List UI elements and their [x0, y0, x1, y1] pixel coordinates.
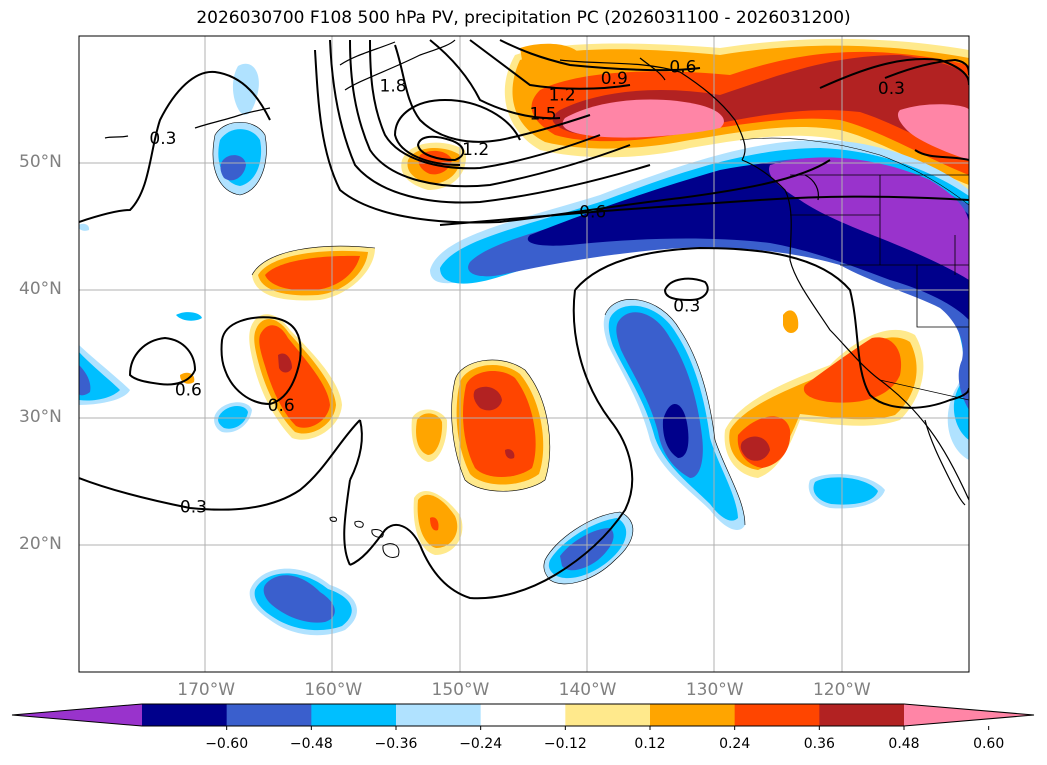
contour-label: 1.2: [462, 140, 489, 160]
colorbar-tick-label: 0.36: [803, 736, 835, 752]
contour-label: 0.3: [180, 498, 207, 518]
negative-anomaly-central-south: [603, 299, 745, 530]
coastlines: [104, 39, 969, 506]
contour-label: 0.3: [878, 79, 905, 99]
lon-tick-label: 160°W: [304, 680, 363, 700]
colorbar-tick-label: 0.60: [973, 736, 1005, 752]
pv-contours: [79, 39, 969, 600]
precipitation-pc-fill: 0.31.81.51.20.90.61.20.60.30.30.60.60.3: [79, 36, 969, 672]
lon-tick-label: 130°W: [685, 680, 744, 700]
colorbar-segment: [311, 704, 397, 726]
colorbar-extend-high: [904, 704, 1034, 726]
colorbar-segment: [819, 704, 905, 726]
contour-label: 0.6: [669, 58, 696, 78]
lon-tick-label: 120°W: [812, 680, 871, 700]
colorbar-tick-label: 0.24: [719, 736, 751, 752]
positive-anomaly-band-north: [504, 38, 969, 196]
positive-anomaly-147w-30n: [451, 359, 550, 492]
positive-anomaly-small-cells: [180, 310, 799, 555]
contour-label: 0.3: [149, 129, 176, 149]
lon-tick-label: 140°W: [558, 680, 617, 700]
colorbar-segment: [734, 704, 820, 726]
colorbar-tick-label: −0.36: [374, 736, 418, 752]
positive-anomaly-small-north: [401, 142, 466, 190]
colorbar-segment: [480, 704, 566, 726]
lon-tick-label: 150°W: [431, 680, 490, 700]
lat-tick-label: 40°N: [19, 279, 62, 300]
colorbar: [11, 703, 1035, 730]
graticule: [79, 36, 969, 672]
colorbar-tick-label: −0.24: [459, 736, 503, 752]
contour-label: 1.5: [530, 105, 557, 125]
colorbar-outline: [11, 703, 1035, 727]
colorbar-segment: [565, 704, 651, 726]
contour-label: 0.6: [268, 396, 295, 416]
hawaii-islands: [329, 516, 400, 559]
colorbar-segment: [650, 704, 736, 726]
borders: [790, 174, 969, 401]
colorbar-segment: [226, 704, 312, 726]
negative-anomaly-band: [430, 140, 969, 460]
colorbar-tick-label: 0.48: [888, 736, 920, 752]
positive-anomaly-165w-42n: [252, 246, 375, 301]
colorbar-segment: [396, 704, 482, 726]
colorbar-extend-low: [12, 704, 142, 726]
colorbar-tick-label: −0.60: [205, 736, 249, 752]
map-title: 2026030700 F108 500 hPa PV, precipitatio…: [196, 8, 851, 28]
lat-tick-label: 30°N: [19, 406, 62, 427]
positive-anomaly-baja: [724, 329, 924, 478]
colorbar-tick-label: 0.12: [634, 736, 666, 752]
colorbar-segment: [142, 704, 228, 726]
map-frame: [78, 35, 970, 673]
anomaly-outlines: [212, 122, 969, 585]
contour-label: 1.2: [549, 86, 576, 106]
contour-label: 1.8: [380, 77, 407, 97]
colorbar-tick-label: −0.12: [543, 736, 587, 752]
lat-tick-label: 50°N: [19, 152, 62, 173]
contour-labels: 0.31.81.51.20.90.61.20.60.30.30.60.60.3: [149, 58, 905, 518]
contour-label: 0.6: [175, 381, 202, 401]
contour-label: 0.3: [673, 297, 700, 317]
colorbar-tick-label: −0.48: [289, 736, 333, 752]
negative-anomaly-aleutian: [212, 63, 267, 195]
contour-label: 0.6: [579, 203, 606, 223]
lon-tick-label: 170°W: [177, 680, 236, 700]
lat-tick-label: 20°N: [19, 533, 62, 554]
contour-label: 0.9: [601, 69, 628, 89]
